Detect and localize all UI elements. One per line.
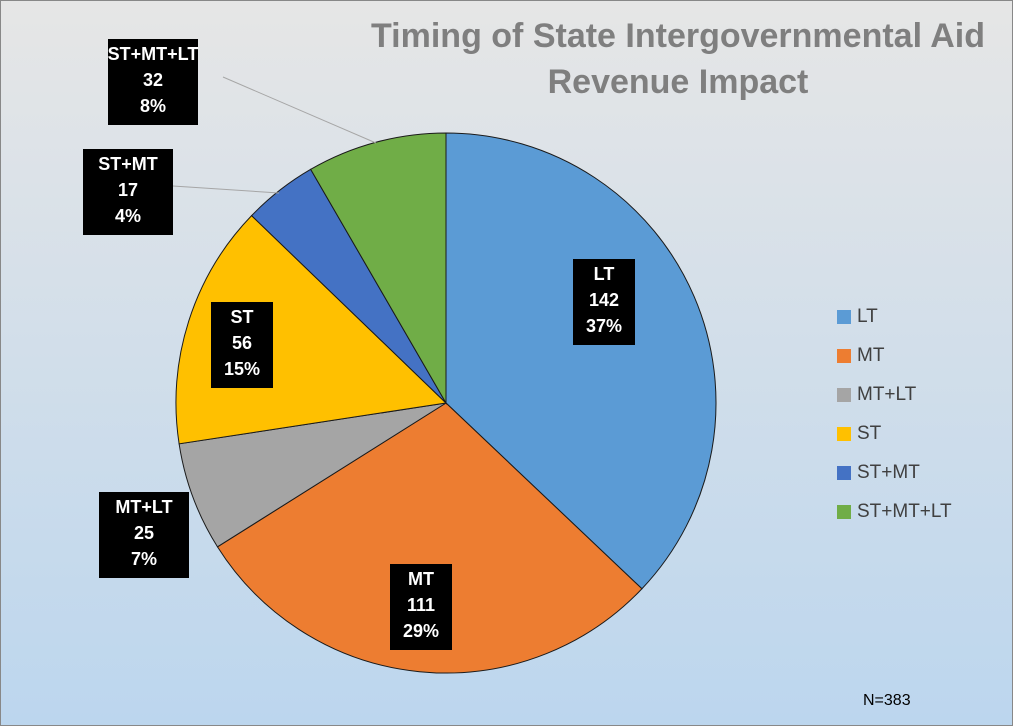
data-label-percent: 29%	[403, 621, 439, 641]
legend-swatch	[837, 505, 851, 519]
data-label-value: 17	[118, 180, 138, 200]
data-label-box	[390, 564, 452, 650]
data-label-box	[573, 259, 635, 345]
data-label-value: 111	[407, 595, 435, 615]
data-label-percent: 4%	[115, 206, 141, 226]
data-label-percent: 8%	[140, 96, 166, 116]
legend-swatch	[837, 466, 851, 480]
data-label-category: LT	[594, 264, 615, 284]
legend-label: MT	[857, 345, 885, 366]
leader-line	[172, 185, 280, 194]
data-label-box	[99, 492, 189, 578]
legend-swatch	[837, 310, 851, 324]
legend-label: ST	[857, 423, 882, 444]
data-label-box	[83, 149, 173, 235]
pie-slice	[309, 132, 447, 405]
pie-slice	[445, 132, 717, 590]
chart-title: Timing of State Intergovernmental Aid Re…	[371, 17, 985, 101]
legend-swatch	[837, 427, 851, 441]
legend-label: LT	[857, 306, 878, 327]
legend-label: ST+MT+LT	[857, 501, 952, 522]
data-label-value: 142	[589, 290, 619, 310]
leader-line	[222, 76, 377, 144]
legend-swatch	[837, 349, 851, 363]
data-label-category: MT+LT	[115, 497, 172, 517]
data-label-category: ST+MT	[98, 154, 158, 174]
legend-label: ST+MT	[857, 462, 920, 483]
data-label-percent: 37%	[586, 316, 622, 336]
data-label-box	[211, 302, 273, 388]
data-label-value: 25	[134, 523, 154, 543]
data-label-value: 32	[143, 70, 163, 90]
pie-slice	[178, 402, 447, 548]
data-label-category: ST+MT+LT	[108, 44, 199, 64]
annotation: N=383	[863, 692, 911, 709]
legend-swatch	[837, 388, 851, 402]
data-label-category: MT	[408, 569, 434, 589]
data-label-category: ST	[230, 307, 253, 327]
data-label-percent: 7%	[131, 549, 157, 569]
data-label-percent: 15%	[224, 359, 260, 379]
data-label-value: 56	[232, 333, 252, 353]
data-label-box	[108, 39, 198, 125]
legend-label: MT+LT	[857, 384, 917, 405]
pie-slice	[216, 402, 643, 674]
